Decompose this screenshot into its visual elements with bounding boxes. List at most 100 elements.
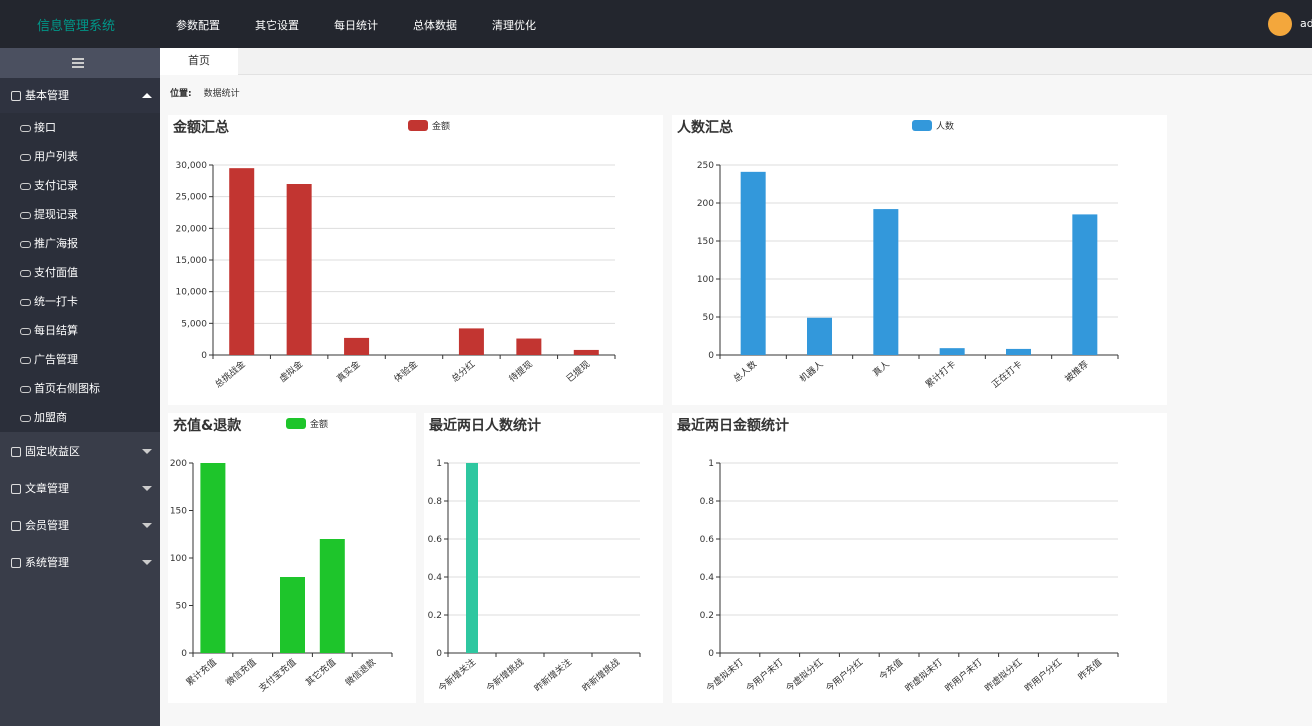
menu-group[interactable]: 会员管理 [0, 508, 160, 543]
x-tick-label: 微信充值 [223, 656, 258, 688]
chart: 金额汇总 0 5,000 10,000 15,000 20,000 25,000 30,000… [172, 119, 616, 390]
breadcrumb-label: 位置: [170, 89, 192, 99]
y-tick-label: 100 [697, 275, 714, 285]
x-tick-label: 昨用户未打 [942, 656, 984, 694]
x-tick-label: 机器人 [797, 358, 825, 385]
y-tick-label: 10,000 [176, 288, 208, 298]
y-tick-label: 1 [708, 459, 714, 469]
brand[interactable]: 信息管理系统 [37, 19, 116, 34]
chart-title: 最近两日人数统计 [429, 417, 541, 434]
chart-card: 人数汇总 0 50 100 150 200 250 人数 总人数 机器人 真人 累计打卡 正在打卡 被推荐 [672, 115, 1167, 405]
legend-label: 金额 [432, 120, 450, 132]
x-tick-label: 待提现 [506, 358, 534, 385]
menu-item-label: 每日结算 [34, 324, 78, 337]
menu-item-label: 首页右侧图标 [34, 382, 100, 395]
x-tick-label: 昨新增关注 [532, 656, 574, 694]
nav-link[interactable]: 其它设置 [255, 19, 299, 32]
menu-group[interactable]: 文章管理 [0, 471, 160, 506]
x-tick-label: 今用户分红 [823, 656, 865, 694]
x-tick-label: 虚拟金 [277, 358, 305, 385]
nav-link[interactable]: 参数配置 [176, 19, 220, 32]
x-tick-label: 今充值 [877, 656, 905, 683]
x-tick-label: 总人数 [731, 358, 759, 385]
menu-item-label: 加盟商 [34, 411, 67, 424]
y-tick-label: 0 [181, 649, 187, 659]
menu-item[interactable]: 首页右侧图标 [0, 374, 160, 403]
tab-bar: 首页 [160, 48, 1312, 75]
bar [1072, 214, 1098, 355]
x-tick-label: 今虚拟分红 [783, 656, 825, 694]
y-tick-label: 250 [697, 161, 714, 171]
bar [466, 463, 478, 653]
x-tick-label: 总挑战金 [212, 358, 247, 390]
menu-item-label: 用户列表 [34, 150, 78, 163]
breadcrumb: 位置: 数据统计 [170, 86, 240, 99]
menu-item[interactable]: 支付记录 [0, 171, 160, 200]
y-tick-label: 0 [436, 649, 442, 659]
nav-link[interactable]: 每日统计 [334, 19, 378, 32]
menu-item[interactable]: 加盟商 [0, 403, 160, 432]
chart-title: 充值&退款 [173, 417, 242, 434]
chart-title: 最近两日金额统计 [677, 417, 789, 434]
bar [740, 171, 766, 355]
menu-item[interactable]: 用户列表 [0, 142, 160, 171]
x-tick-label: 累计打卡 [923, 358, 958, 390]
x-tick-label: 总分红 [449, 358, 477, 385]
y-tick-label: 25,000 [176, 193, 208, 203]
chart-card: 充值&退款 0 50 100 150 200 金额 累计充值 微信充值 支付宝充值 其它充值 微信退款 [168, 413, 416, 703]
bar [286, 184, 312, 355]
y-tick-label: 0.4 [700, 573, 715, 583]
sidebar-toggle[interactable] [0, 48, 160, 78]
menu-item[interactable]: 提现记录 [0, 200, 160, 229]
y-tick-label: 100 [170, 554, 187, 564]
menu-item[interactable]: 统一打卡 [0, 287, 160, 316]
x-tick-label: 昨虚拟分红 [982, 656, 1024, 694]
x-tick-label: 今新增关注 [436, 656, 478, 694]
menu-group[interactable]: 固定收益区 [0, 434, 160, 469]
chart-title: 金额汇总 [172, 119, 229, 136]
x-tick-label: 累计充值 [184, 656, 219, 688]
x-tick-label: 昨新增挑战 [580, 656, 622, 694]
chart-card: 最近两日人数统计 0 0.2 0.4 0.6 0.8 1 今新增关注 今新增挑战 昨新增关注 昨新增… [424, 413, 663, 703]
legend-swatch [912, 120, 932, 131]
avatar[interactable] [1268, 12, 1292, 36]
menu-item-label: 接口 [34, 121, 56, 134]
chart: 最近两日人数统计 0 0.2 0.4 0.6 0.8 1 今新增关注 今新增挑战 昨新增关注 昨新增… [428, 417, 641, 694]
y-tick-label: 0 [708, 351, 714, 361]
y-tick-label: 0.6 [700, 535, 715, 545]
bar [807, 317, 832, 355]
menu-item[interactable]: 推广海报 [0, 229, 160, 258]
bar [319, 539, 345, 653]
menu-item-label: 广告管理 [34, 353, 78, 366]
menu-group[interactable]: 基本管理 [0, 78, 160, 113]
nav-link[interactable]: 总体数据 [413, 19, 457, 32]
menu-item[interactable]: 广告管理 [0, 345, 160, 374]
x-tick-label: 体验金 [392, 358, 420, 385]
bar [573, 349, 599, 355]
nav-link[interactable]: 清理优化 [492, 19, 536, 32]
y-tick-label: 50 [703, 313, 715, 323]
y-tick-label: 0.8 [700, 497, 715, 507]
chart: 最近两日金额统计 0 0.2 0.4 0.6 0.8 1 今虚拟未打今用户未打今虚拟分红今用户… [677, 417, 1119, 694]
y-tick-label: 5,000 [181, 319, 207, 329]
menu-item[interactable]: 每日结算 [0, 316, 160, 345]
legend-swatch [286, 418, 306, 429]
x-tick-label: 今用户未打 [743, 656, 785, 694]
user-name[interactable]: admin [1300, 17, 1312, 30]
bar [873, 209, 899, 355]
chart-card: 金额汇总 0 5,000 10,000 15,000 20,000 25,000 30,000… [168, 115, 663, 405]
y-tick-label: 0 [201, 351, 207, 361]
bar [939, 348, 965, 355]
tab[interactable]: 首页 [160, 48, 238, 75]
menu-item[interactable]: 接口 [0, 113, 160, 142]
y-tick-label: 0 [708, 649, 714, 659]
bar [200, 463, 226, 653]
menu-item[interactable]: 支付面值 [0, 258, 160, 287]
x-tick-label: 今虚拟未打 [704, 656, 746, 694]
menu-group[interactable]: 系统管理 [0, 545, 160, 580]
top-bar: 信息管理系统 admin 参数配置 其它设置 每日统计 总体数据 清理优化 [0, 0, 1312, 48]
x-tick-label: 支付宝充值 [256, 656, 298, 694]
bar [280, 577, 305, 653]
